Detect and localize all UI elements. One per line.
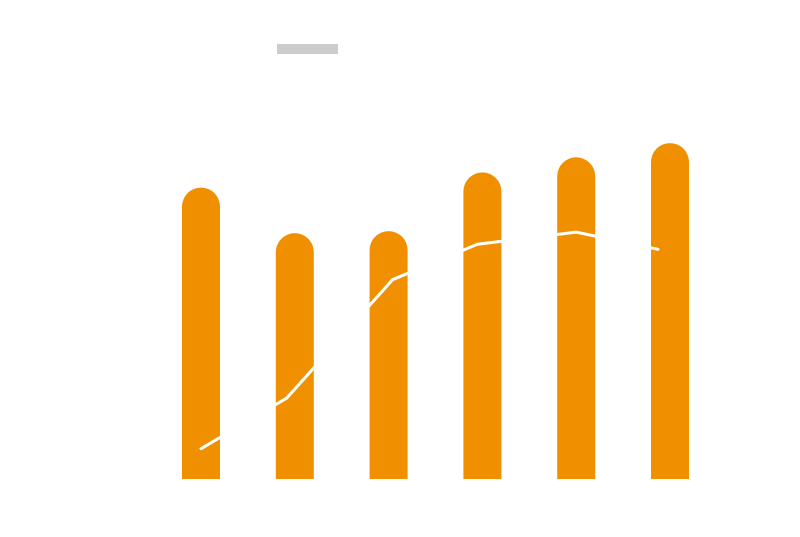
- bar: [275, 233, 314, 479]
- bar: [557, 157, 596, 479]
- bar: [369, 231, 408, 479]
- bar-series: [182, 143, 689, 480]
- bar: [463, 172, 502, 479]
- bar: [182, 187, 220, 480]
- bar: [651, 143, 689, 479]
- line-series: [199, 230, 660, 451]
- legend-swatch: [277, 44, 338, 54]
